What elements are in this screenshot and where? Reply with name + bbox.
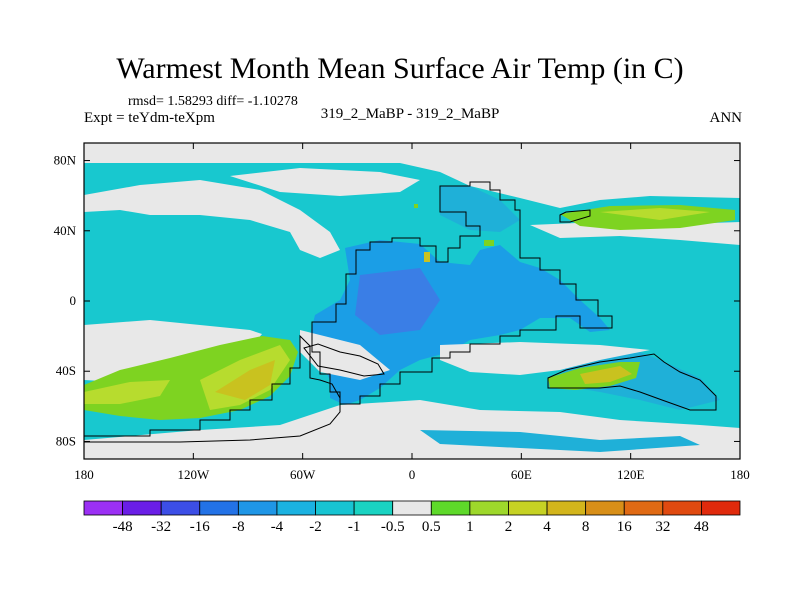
colorbar-label: 8 (582, 519, 590, 535)
colorbar-swatch (83, 500, 123, 516)
neutral-patch (230, 168, 420, 196)
warm-band (84, 380, 170, 404)
colorbar-label: -1 (348, 519, 361, 535)
colorbar-swatch (430, 500, 471, 516)
continent-field (440, 186, 520, 232)
coastline-path (559, 209, 591, 223)
warm-band (600, 208, 710, 220)
warm-spot (414, 204, 418, 208)
coastlines (84, 181, 717, 443)
x-tick-label: 180 (730, 467, 750, 482)
x-tick-label: 120W (177, 467, 210, 482)
colorbar-swatch (623, 500, 664, 516)
colorbar-label: -2 (309, 519, 322, 535)
x-tick-label: 60E (511, 467, 532, 482)
arctic-band (84, 143, 740, 163)
warm-spot (424, 252, 430, 262)
annotation-label: ANN (709, 110, 743, 126)
x-tick-label: 120E (617, 467, 645, 482)
y-tick-label: 40S (56, 363, 76, 378)
colorbar-label: 4 (543, 519, 551, 535)
neutral-patch (530, 222, 740, 245)
y-tick-label: 40N (54, 223, 77, 238)
colorbar-label: -4 (271, 519, 284, 535)
map-field (84, 143, 740, 459)
warm-band (215, 360, 275, 400)
colorbar-swatch (662, 500, 702, 516)
y-tick-label: 80N (54, 153, 77, 168)
colorbar-label: 16 (617, 519, 633, 535)
coastline-path (547, 353, 717, 411)
colorbar-swatch (546, 500, 587, 516)
coastline-path (311, 181, 613, 405)
colorbar-swatch (353, 500, 394, 516)
colorbar-swatch (392, 500, 432, 516)
colorbar-swatch (276, 500, 316, 516)
neutral-patch (440, 342, 650, 375)
colorbar-swatch (237, 500, 278, 516)
x-tick-label: 180 (74, 467, 94, 482)
neutral-patch (300, 330, 390, 380)
colorbar-label: 0.5 (422, 519, 441, 535)
warm-spot (484, 240, 494, 246)
experiment-label: Expt = teYdm-teXpm (84, 110, 215, 126)
ocean-field (420, 430, 700, 452)
colorbar-label: -0.5 (381, 519, 405, 535)
neutral-patch (84, 180, 340, 258)
colorbar-label: -48 (113, 519, 133, 535)
colorbar-swatch (122, 500, 162, 516)
y-tick-label: 80S (56, 433, 76, 448)
map-axes: 180 120W 60W 0 60E 120E 180 80N 40N 0 40S 80S (54, 143, 750, 482)
continent-field (355, 268, 440, 335)
x-tick-label: 0 (409, 467, 416, 482)
colorbar-swatch (701, 500, 741, 516)
colorbar-swatch (199, 500, 239, 516)
x-tick-label: 60W (290, 467, 316, 482)
chart-title: Warmest Month Mean Surface Air Temp (in … (116, 52, 684, 85)
warm-band (580, 366, 632, 384)
colorbar-label: 32 (655, 519, 670, 535)
colorbar-label: 1 (466, 519, 474, 535)
colorbar-label: 48 (694, 519, 709, 535)
colorbar-swatch (160, 500, 201, 516)
coastline-path (84, 334, 341, 443)
north-neutral (84, 163, 740, 208)
colorbar-swatch (585, 500, 625, 516)
colorbar: -48 -32 -16 -8 -4 -2 -1 -0.5 0.5 1 2 4 8 16 32 48 (83, 500, 741, 535)
colorbar-swatch (469, 500, 509, 516)
colorbar-label: -16 (190, 519, 210, 535)
center-label: 319_2_MaBP - 319_2_MaBP (320, 106, 500, 122)
colorbar-swatch (508, 500, 548, 516)
colorbar-label: -32 (151, 519, 171, 535)
colorbar-label: 2 (505, 519, 513, 535)
y-tick-label: 0 (70, 293, 77, 308)
coastline-path (303, 343, 385, 377)
colorbar-label: -8 (232, 519, 245, 535)
stats-label: rmsd= 1.58293 diff= -1.10278 (128, 94, 298, 109)
colorbar-swatch (315, 500, 355, 516)
